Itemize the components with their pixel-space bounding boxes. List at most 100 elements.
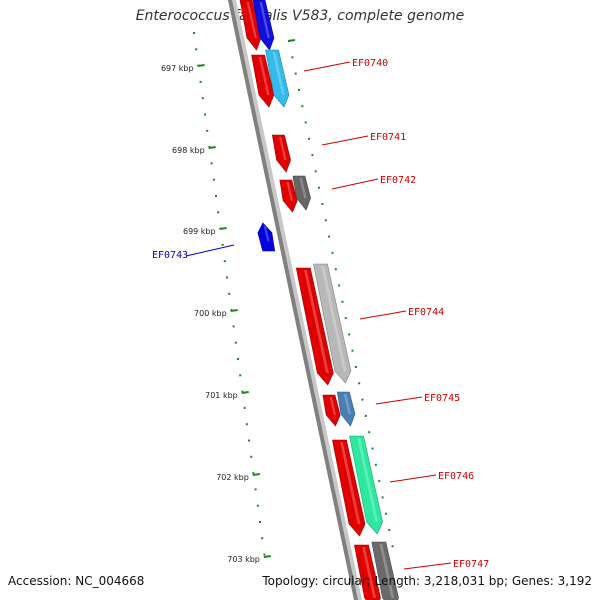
backbone-line (227, 0, 359, 600)
outer-minor-tick (351, 349, 354, 352)
upstream-gene-block-shine (246, 2, 257, 38)
EF0742-gene-block (279, 179, 298, 213)
minor-tick (256, 504, 259, 507)
minor-tick (243, 406, 246, 409)
EF0743-label: EF0743 (152, 250, 188, 261)
EF0746-gene-block-outline (332, 439, 366, 537)
EF0742-leader (331, 178, 379, 190)
EF0745-leader (375, 396, 423, 405)
EF0746-gene-block-shine (340, 442, 361, 524)
minor-tick (241, 390, 244, 393)
outer-minor-tick (318, 186, 321, 189)
EF0746-leader (389, 474, 437, 483)
minor-tick (195, 48, 198, 51)
outer-minor-tick (374, 463, 377, 466)
minor-tick (232, 325, 235, 328)
outer-minor-tick (304, 121, 307, 124)
outer-minor-tick (334, 268, 337, 271)
minor-tick (239, 374, 242, 377)
upstream-product-block-outline (252, 0, 275, 51)
outer-minor-tick (301, 105, 304, 108)
EF0741-leader (321, 135, 369, 146)
EF0740-product-block-shine (272, 52, 285, 95)
EF0740-gene-block-shine (258, 57, 270, 95)
EF0740-label: EF0740 (352, 58, 388, 69)
EF0745-label: EF0745 (424, 393, 460, 404)
EF0744-label: EF0744 (408, 307, 444, 318)
minor-tick (193, 32, 195, 34)
minor-tick (254, 488, 257, 491)
EF0746-label: EF0746 (438, 471, 474, 482)
EF0743-gene-block-shine (263, 225, 270, 242)
major-tick (208, 146, 216, 149)
minor-tick (263, 553, 266, 556)
EF0747-gene-block-shine (362, 547, 377, 598)
minor-tick (221, 243, 224, 246)
EF0747-gene-block-body (354, 545, 381, 600)
outer-minor-tick (364, 414, 367, 417)
outer-minor-tick (361, 398, 364, 401)
outer-minor-tick (358, 382, 361, 385)
outer-minor-tick (331, 251, 334, 254)
outer-minor-tick (381, 496, 384, 499)
EF0740-gene-block (251, 54, 275, 108)
EF0740-gene-block-outline (251, 54, 275, 108)
major-tick (219, 227, 227, 230)
minor-tick (199, 80, 202, 83)
EF0746-product-block-shine (357, 438, 379, 522)
EF0740-leader (303, 61, 351, 72)
minor-tick (226, 276, 229, 279)
EF0742-label: EF0742 (380, 175, 416, 186)
EF0742-product-block-body (292, 176, 311, 210)
EF0745-gene-block (322, 394, 341, 427)
minor-tick (261, 537, 264, 540)
outer-minor-tick (371, 447, 374, 450)
major-tick (263, 555, 272, 558)
major-tick (241, 391, 249, 394)
outer-minor-tick (314, 170, 317, 173)
EF0744-product-block-outline (313, 263, 352, 384)
minor-tick (259, 521, 262, 523)
outer-minor-tick (368, 431, 371, 434)
outer-minor-tick (388, 529, 391, 531)
outer-minor-tick (348, 333, 351, 336)
EF0741-label: EF0741 (370, 132, 406, 143)
EF0745-product-block-shine (343, 394, 351, 415)
EF0745-gene-block-outline (322, 394, 341, 427)
outer-major-tick (287, 39, 296, 42)
tick-label-4: 700 kbp (194, 309, 227, 318)
tick-label-2: 698 kbp (172, 146, 205, 155)
EF0744-leader (359, 310, 407, 320)
outer-minor-tick (308, 137, 311, 140)
minor-tick (237, 358, 240, 360)
outer-minor-tick (294, 72, 297, 75)
EF0743-gene-block (257, 222, 276, 252)
EF0747-leader (403, 562, 452, 570)
outer-minor-tick (341, 300, 344, 303)
EF0740-product-block (265, 49, 290, 108)
backbone-shadow (231, 0, 363, 600)
EF0744-product-block (313, 263, 352, 384)
upstream-gene-block (239, 0, 262, 51)
major-tick (252, 473, 260, 476)
minor-tick (201, 97, 204, 100)
EF0742-product-block-shine (299, 178, 307, 199)
upstream-product-block-shine (259, 2, 270, 38)
minor-tick (210, 162, 213, 165)
outer-dotted-ruler (287, 39, 394, 548)
outer-minor-tick (344, 317, 347, 320)
EF0747-gene-block (354, 544, 381, 600)
outer-minor-tick (291, 56, 294, 59)
outer-minor-tick (324, 219, 327, 222)
EF0740-product-block-outline (265, 49, 290, 108)
EF0741-gene-block (271, 134, 291, 173)
EF0742-gene-block-shine (286, 182, 294, 201)
minor-tick (206, 129, 209, 132)
accession-label: Accession: NC_004668 (8, 574, 145, 588)
genome-backbone (227, 0, 363, 600)
minor-tick (217, 211, 220, 214)
outer-minor-tick (328, 235, 331, 238)
EF0744-gene-block-shine (303, 270, 329, 373)
EF0741-gene-block-outline (271, 134, 291, 173)
EF0747-label: EF0747 (453, 559, 489, 570)
